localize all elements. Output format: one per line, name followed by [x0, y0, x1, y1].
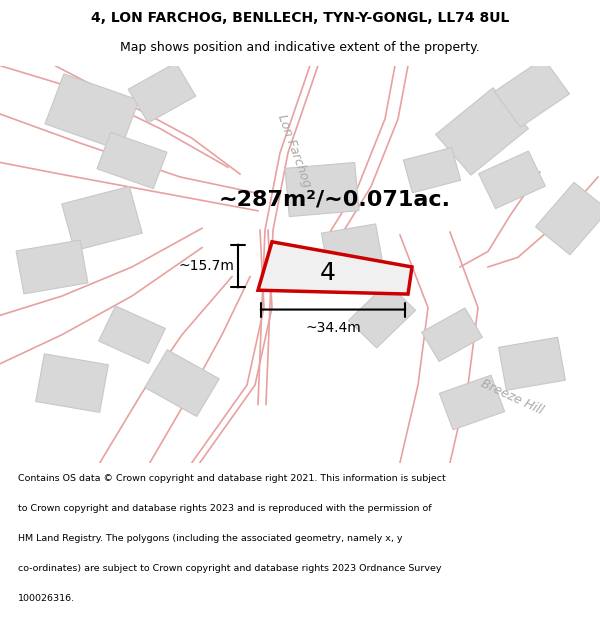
Text: ~34.4m: ~34.4m	[305, 321, 361, 335]
Polygon shape	[98, 306, 166, 364]
Polygon shape	[494, 58, 569, 127]
Polygon shape	[436, 88, 529, 175]
Text: 100026316.: 100026316.	[18, 594, 75, 603]
Polygon shape	[535, 182, 600, 255]
Text: ~15.7m: ~15.7m	[178, 259, 234, 273]
Text: Contains OS data © Crown copyright and database right 2021. This information is : Contains OS data © Crown copyright and d…	[18, 474, 446, 483]
Polygon shape	[16, 240, 88, 294]
Polygon shape	[479, 151, 545, 209]
Polygon shape	[258, 242, 412, 294]
Text: 4, LON FARCHOG, BENLLECH, TYN-Y-GONGL, LL74 8UL: 4, LON FARCHOG, BENLLECH, TYN-Y-GONGL, L…	[91, 11, 509, 26]
Text: Map shows position and indicative extent of the property.: Map shows position and indicative extent…	[120, 41, 480, 54]
Text: 4: 4	[320, 261, 335, 285]
Polygon shape	[285, 162, 359, 217]
Polygon shape	[499, 338, 565, 390]
Text: Lon Farchog: Lon Farchog	[275, 112, 313, 189]
Text: co-ordinates) are subject to Crown copyright and database rights 2023 Ordnance S: co-ordinates) are subject to Crown copyr…	[18, 564, 442, 573]
Polygon shape	[35, 354, 109, 412]
Polygon shape	[439, 375, 505, 430]
Polygon shape	[322, 224, 383, 271]
Polygon shape	[128, 62, 196, 122]
Text: Breeze Hill: Breeze Hill	[479, 376, 545, 417]
Polygon shape	[403, 148, 461, 192]
Polygon shape	[349, 283, 416, 348]
Polygon shape	[45, 74, 139, 151]
Text: ~287m²/~0.071ac.: ~287m²/~0.071ac.	[219, 189, 451, 209]
Text: to Crown copyright and database rights 2023 and is reproduced with the permissio: to Crown copyright and database rights 2…	[18, 504, 431, 513]
Polygon shape	[145, 350, 219, 416]
Polygon shape	[62, 186, 142, 251]
Polygon shape	[97, 132, 167, 189]
Text: HM Land Registry. The polygons (including the associated geometry, namely x, y: HM Land Registry. The polygons (includin…	[18, 534, 403, 543]
Polygon shape	[422, 308, 482, 361]
